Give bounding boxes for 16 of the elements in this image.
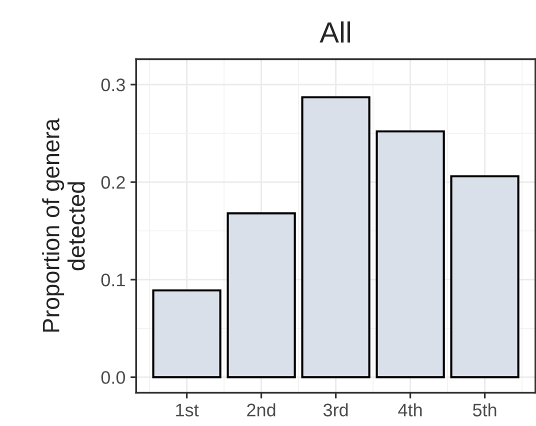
y-tick-label: 0.0 (101, 371, 126, 384)
bar (301, 96, 370, 378)
x-tick-label: 5th (472, 403, 496, 416)
x-tick-label: 4th (398, 403, 422, 416)
y-tick-label: 0.3 (101, 78, 125, 92)
bar (226, 212, 296, 378)
x-tick-label: 1st (176, 404, 199, 416)
y-axis-title: Proportion of genera detected (42, 118, 85, 332)
bar (152, 289, 222, 378)
x-tick-label: 3rd (323, 403, 348, 416)
x-tick-label: 2nd (247, 403, 276, 416)
bar (450, 175, 520, 378)
y-tick-label: 0.1 (101, 274, 125, 286)
y-tick-label: 0.2 (101, 176, 125, 189)
chart-title: All (320, 21, 350, 43)
bar (376, 130, 445, 378)
